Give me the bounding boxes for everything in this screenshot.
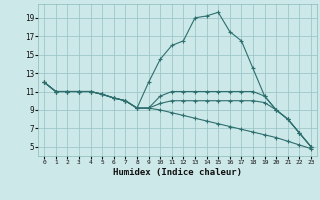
X-axis label: Humidex (Indice chaleur): Humidex (Indice chaleur) [113, 168, 242, 177]
